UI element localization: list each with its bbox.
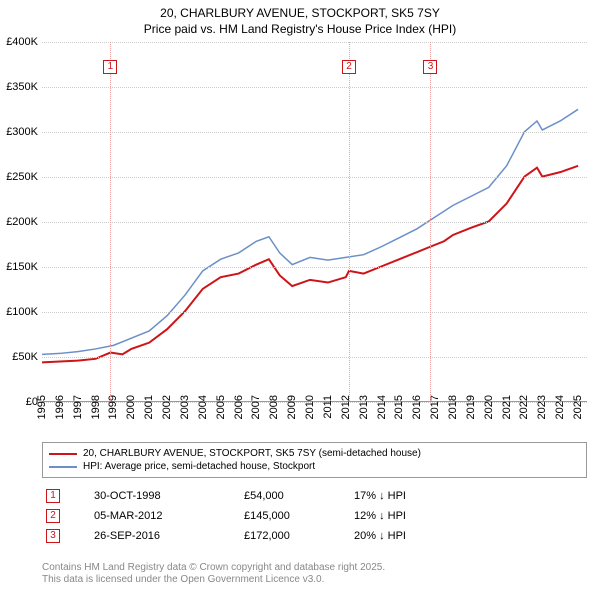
- sale-row-price: £54,000: [244, 490, 354, 502]
- sale-marker-vline: [349, 42, 350, 401]
- y-gridline: [42, 177, 587, 178]
- legend-row: 20, CHARLBURY AVENUE, STOCKPORT, SK5 7SY…: [49, 447, 580, 460]
- legend-label: HPI: Average price, semi-detached house,…: [83, 461, 315, 472]
- x-tick-label: 2021: [501, 395, 513, 419]
- x-tick-label: 2001: [143, 395, 155, 419]
- x-tick-label: 2018: [447, 395, 459, 419]
- legend-row: HPI: Average price, semi-detached house,…: [49, 460, 580, 473]
- sale-row-price: £172,000: [244, 530, 354, 542]
- x-tick-label: 1998: [90, 395, 102, 419]
- plot: £0£50K£100K£150K£200K£250K£300K£350K£400…: [42, 42, 587, 402]
- footer-line-2: This data is licensed under the Open Gov…: [42, 574, 385, 586]
- y-tick-label: £350K: [0, 81, 38, 93]
- legend: 20, CHARLBURY AVENUE, STOCKPORT, SK5 7SY…: [42, 442, 587, 478]
- title-line-1: 20, CHARLBURY AVENUE, STOCKPORT, SK5 7SY: [0, 6, 600, 22]
- sale-row-badge: 1: [46, 489, 60, 503]
- legend-swatch: [49, 453, 77, 455]
- x-tick-label: 2023: [536, 395, 548, 419]
- x-tick-label: 2009: [286, 395, 298, 419]
- sale-row-diff: 17% ↓ HPI: [354, 490, 587, 502]
- sale-marker-badge: 1: [103, 60, 117, 74]
- y-gridline: [42, 267, 587, 268]
- x-tick-label: 1997: [72, 395, 84, 419]
- x-tick-label: 2005: [215, 395, 227, 419]
- y-gridline: [42, 132, 587, 133]
- sale-row: 1 30-OCT-1998£54,00017% ↓ HPI: [42, 486, 587, 506]
- y-tick-label: £0: [0, 396, 38, 408]
- x-tick-label: 2015: [393, 395, 405, 419]
- sale-row-date: 05-MAR-2012: [94, 510, 244, 522]
- footer-line-1: Contains HM Land Registry data © Crown c…: [42, 562, 385, 574]
- y-tick-label: £100K: [0, 306, 38, 318]
- x-tick-label: 2020: [483, 395, 495, 419]
- x-tick-label: 2004: [197, 395, 209, 419]
- x-tick-label: 2016: [411, 395, 423, 419]
- y-tick-label: £50K: [0, 351, 38, 363]
- x-tick-label: 2014: [376, 395, 388, 419]
- sale-row-diff: 20% ↓ HPI: [354, 530, 587, 542]
- sale-marker-badge: 3: [423, 60, 437, 74]
- y-tick-label: £150K: [0, 261, 38, 273]
- sale-row: 2 05-MAR-2012£145,00012% ↓ HPI: [42, 506, 587, 526]
- footer: Contains HM Land Registry data © Crown c…: [42, 562, 385, 586]
- x-tick-label: 2003: [179, 395, 191, 419]
- series-line: [42, 109, 578, 354]
- x-tick-label: 1999: [107, 395, 119, 419]
- sale-row-date: 30-OCT-1998: [94, 490, 244, 502]
- sale-marker-vline: [430, 42, 431, 401]
- x-tick-label: 1996: [54, 395, 66, 419]
- y-tick-label: £400K: [0, 36, 38, 48]
- x-tick-label: 2011: [322, 395, 334, 419]
- title-line-2: Price paid vs. HM Land Registry's House …: [0, 22, 600, 38]
- sale-row-diff: 12% ↓ HPI: [354, 510, 587, 522]
- x-tick-label: 2008: [268, 395, 280, 419]
- y-gridline: [42, 222, 587, 223]
- chart-title: 20, CHARLBURY AVENUE, STOCKPORT, SK5 7SY…: [0, 0, 600, 37]
- x-tick-label: 2010: [304, 395, 316, 419]
- sale-row-price: £145,000: [244, 510, 354, 522]
- x-tick-label: 2006: [233, 395, 245, 419]
- x-tick-label: 2007: [250, 395, 262, 419]
- series-line: [42, 166, 578, 363]
- y-tick-label: £200K: [0, 216, 38, 228]
- legend-swatch: [49, 466, 77, 468]
- x-tick-label: 2024: [554, 395, 566, 419]
- sale-marker-badge: 2: [342, 60, 356, 74]
- x-tick-label: 2025: [572, 395, 584, 419]
- y-gridline: [42, 87, 587, 88]
- sale-row: 3 26-SEP-2016£172,00020% ↓ HPI: [42, 526, 587, 546]
- y-gridline: [42, 357, 587, 358]
- sales-table: 1 30-OCT-1998£54,00017% ↓ HPI 2 05-MAR-2012…: [42, 486, 587, 546]
- x-tick-label: 2022: [518, 395, 530, 419]
- chart-area: £0£50K£100K£150K£200K£250K£300K£350K£400…: [42, 42, 587, 402]
- sale-row-date: 26-SEP-2016: [94, 530, 244, 542]
- x-tick-label: 2019: [465, 395, 477, 419]
- x-tick-label: 1995: [36, 395, 48, 419]
- sale-marker-vline: [110, 42, 111, 401]
- x-tick-label: 2002: [161, 395, 173, 419]
- x-tick-label: 2000: [125, 395, 137, 419]
- y-gridline: [42, 42, 587, 43]
- sale-row-badge: 2: [46, 509, 60, 523]
- x-tick-label: 2013: [358, 395, 370, 419]
- y-tick-label: £250K: [0, 171, 38, 183]
- y-gridline: [42, 312, 587, 313]
- legend-label: 20, CHARLBURY AVENUE, STOCKPORT, SK5 7SY…: [83, 448, 421, 459]
- y-tick-label: £300K: [0, 126, 38, 138]
- sale-row-badge: 3: [46, 529, 60, 543]
- chart-container: 20, CHARLBURY AVENUE, STOCKPORT, SK5 7SY…: [0, 0, 600, 590]
